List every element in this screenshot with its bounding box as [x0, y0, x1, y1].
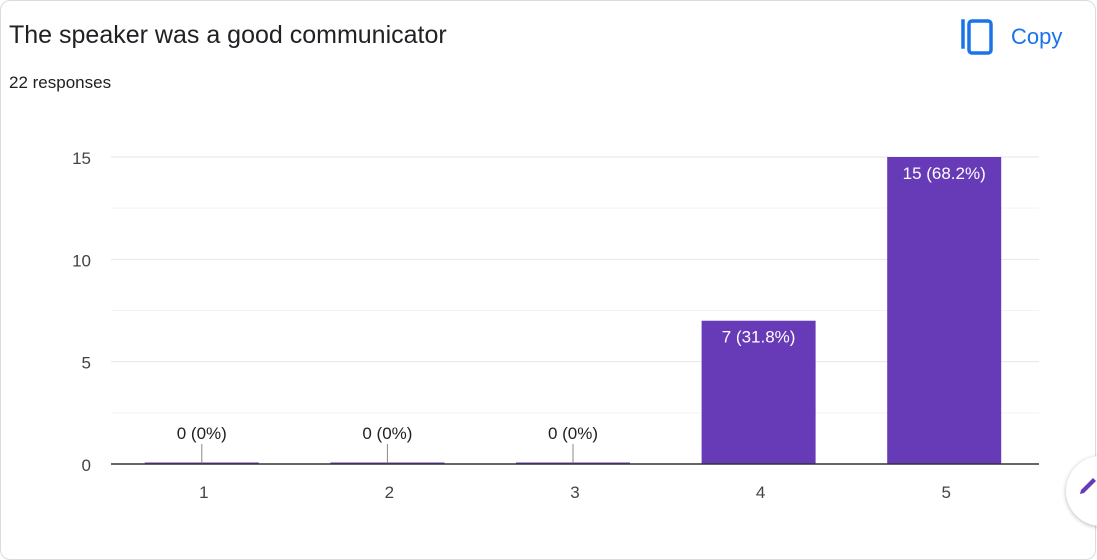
data-label: 7 (31.8%) — [722, 328, 796, 347]
y-tick-label: 0 — [82, 456, 91, 475]
bar — [701, 320, 816, 464]
bar — [887, 157, 1002, 464]
response-count: 22 responses — [9, 73, 112, 92]
bar-chart: 0 5 10 15 0 (0%) 1 0 (0%) 2 0 (0%) 3 7 (31.8%) 4 15 … — [72, 149, 1039, 502]
data-label: 0 (0%) — [177, 424, 227, 443]
pencil-icon — [1080, 478, 1096, 494]
x-tick-label: 5 — [941, 483, 950, 502]
y-tick-label: 10 — [72, 251, 91, 270]
data-label: 15 (68.2%) — [903, 164, 986, 183]
x-tick-label: 1 — [199, 483, 208, 502]
copy-button[interactable]: Copy — [959, 17, 1062, 57]
data-label: 0 (0%) — [362, 424, 412, 443]
data-label: 0 (0%) — [548, 424, 598, 443]
y-tick-label: 5 — [82, 354, 91, 373]
x-tick-label: 3 — [570, 483, 579, 502]
x-tick-label: 4 — [756, 483, 765, 502]
y-tick-label: 15 — [72, 149, 91, 168]
copy-icon — [961, 19, 993, 55]
chart-title: The speaker was a good communicator — [9, 21, 447, 49]
x-tick-label: 2 — [385, 483, 394, 502]
copy-label: Copy — [1011, 24, 1063, 49]
